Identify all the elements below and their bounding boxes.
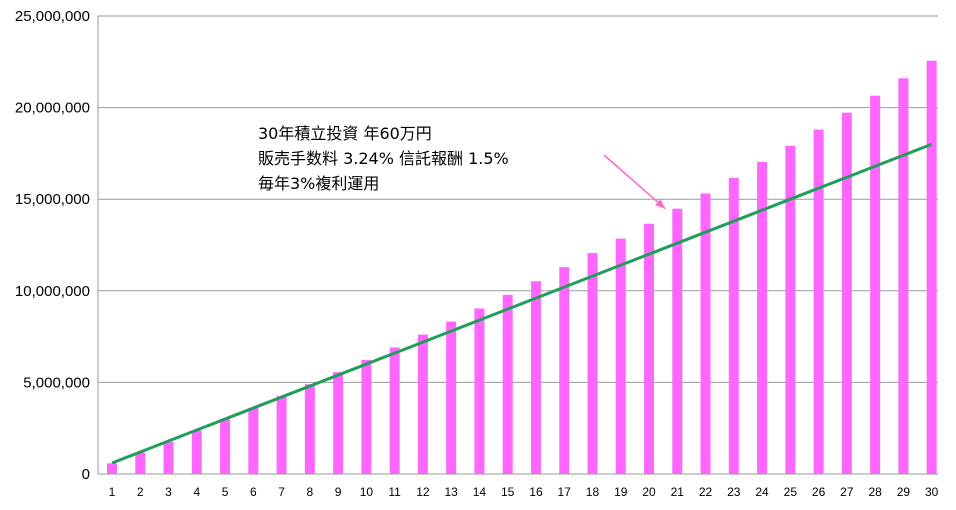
x-tick-label: 6 (250, 485, 257, 499)
bar (728, 177, 739, 475)
x-axis: 1 2 3 4 5 6 7 8 9 10 11 12 13 14 15 16 17 18 19 20 21 22 23 24 2… (98, 473, 939, 499)
annotation-arrow (603, 154, 666, 210)
y-tick-label: 0 (82, 466, 90, 483)
x-tick-label: 25 (784, 485, 798, 499)
bar (333, 372, 344, 474)
bar (417, 334, 428, 474)
bar (304, 384, 315, 474)
annotation: 30年積立投資 年60万円 販売手数料 3.24% 信託報酬 1.5% 毎年3%… (258, 124, 666, 210)
x-tick-label: 28 (868, 485, 882, 499)
bar (361, 359, 372, 474)
x-tick-label: 11 (388, 485, 401, 499)
bar (644, 223, 655, 474)
x-tick-label: 5 (222, 485, 229, 499)
bar (220, 419, 231, 474)
annotation-line-2: 販売手数料 3.24% 信託報酬 1.5% (258, 149, 509, 168)
x-tick-label: 8 (307, 485, 314, 499)
bar (813, 129, 824, 475)
x-tick-label: 27 (840, 485, 854, 499)
y-tick-label: 20,000,000 (15, 100, 90, 117)
y-axis: 0 5,000,000 10,000,000 15,000,000 20,000,000… (15, 8, 99, 483)
line-series (111, 142, 933, 465)
bar (757, 162, 768, 474)
bar (474, 308, 485, 474)
bar (502, 294, 513, 474)
bar (841, 112, 852, 474)
x-tick-label: 3 (165, 485, 172, 499)
bar (530, 281, 541, 474)
bar (672, 208, 683, 475)
x-tick-label: 10 (360, 485, 374, 499)
line-series-path (111, 142, 933, 465)
y-tick-label: 10,000,000 (15, 283, 90, 300)
x-tick-label: 26 (812, 485, 826, 499)
bar (615, 238, 626, 474)
y-tick-label: 25,000,000 (15, 8, 90, 25)
x-tick-label: 24 (755, 485, 769, 499)
x-tick-label: 9 (335, 485, 342, 499)
bar (870, 95, 881, 474)
bar (135, 452, 146, 474)
bar (276, 396, 287, 474)
bar (446, 321, 457, 474)
bar (559, 267, 570, 474)
x-tick-label: 7 (278, 485, 285, 499)
x-tick-label: 23 (727, 485, 741, 499)
x-tick-label: 4 (193, 485, 200, 499)
x-tick-label: 1 (109, 485, 116, 499)
bar (926, 60, 937, 474)
bar (163, 441, 174, 474)
x-tick-label: 19 (614, 485, 628, 499)
x-tick-label: 15 (501, 485, 515, 499)
bar (587, 253, 598, 474)
y-tick-label: 5,000,000 (23, 374, 90, 391)
bar (700, 193, 711, 474)
x-tick-label: 20 (642, 485, 656, 499)
x-tick-label: 14 (473, 485, 487, 499)
bar (107, 463, 117, 474)
bar-series (107, 60, 937, 475)
x-tick-label: 17 (558, 485, 572, 499)
gridlines (98, 15, 938, 383)
x-tick-label: 2 (137, 485, 144, 499)
bar (191, 430, 202, 474)
x-tick-label: 21 (671, 485, 685, 499)
x-tick-label: 18 (586, 485, 600, 499)
x-tick-label: 12 (416, 485, 430, 499)
x-tick-label: 22 (699, 485, 713, 499)
annotation-arrowhead (655, 199, 666, 209)
bar (898, 78, 909, 475)
bar (248, 407, 259, 474)
x-tick-label: 30 (925, 485, 939, 499)
y-tick-label: 15,000,000 (15, 191, 90, 208)
x-tick-label: 13 (444, 485, 458, 499)
bar (785, 145, 796, 474)
annotation-line-3: 毎年3%複利運用 (258, 174, 379, 193)
x-tick-label: 16 (529, 485, 543, 499)
annotation-line-1: 30年積立投資 年60万円 (258, 124, 432, 143)
x-tick-label: 29 (897, 485, 911, 499)
bar (389, 347, 400, 474)
